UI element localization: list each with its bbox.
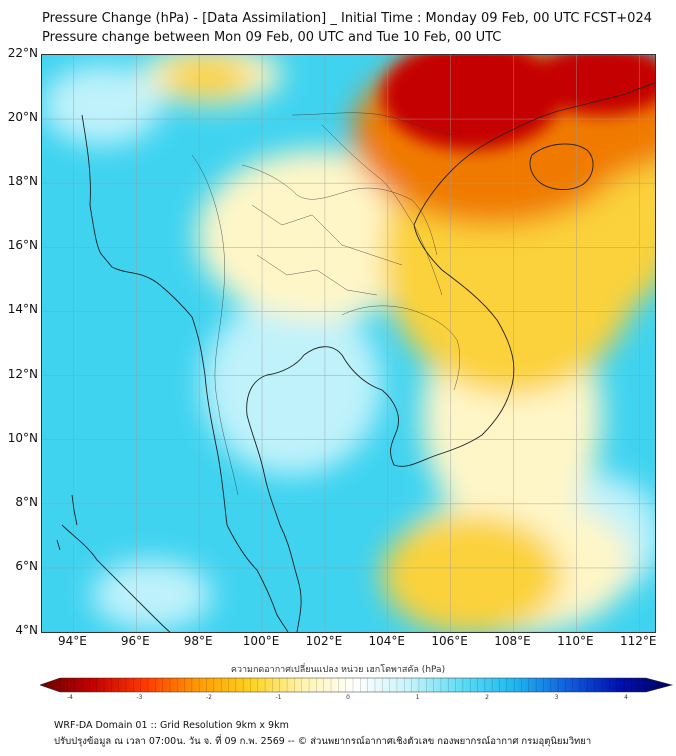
gridlines [42, 55, 655, 632]
border-thailand-myanmar [191, 154, 239, 496]
field-slight-negative-zone [382, 515, 562, 632]
colorbar-tick: 3 [554, 694, 559, 701]
colorbar-tick: 2 [485, 694, 489, 701]
lat-label: 16°N [7, 238, 38, 253]
coastline-nicobar [56, 539, 61, 551]
pressure-change-map [41, 54, 656, 633]
colorbar [39, 676, 676, 716]
lon-label: 96°E [120, 634, 150, 648]
lon-label: 110°E [557, 634, 594, 648]
lat-label: 22°N [7, 46, 38, 60]
coastlines [56, 82, 655, 632]
field-deep-negative-zone [532, 55, 655, 115]
colorbar-title: ความกดอากาศเปลี่ยนแปลง หน่วย เฮกโตพาสคัล… [230, 665, 446, 675]
colorbar-tick: 4 [624, 694, 628, 701]
coastline-vietnam-north [413, 82, 655, 226]
coastline-hainan [529, 143, 594, 191]
border-thailand-laos [241, 164, 438, 256]
lon-label: 98°E [183, 634, 213, 648]
map-subtitle: Pressure change between Mon 09 Feb, 00 U… [42, 30, 502, 45]
lat-label: 8°N [15, 494, 38, 509]
coastline-andaman [71, 494, 78, 526]
colorbar-tick: -3 [136, 694, 143, 701]
map-canvas [42, 55, 655, 632]
lon-label: 104°E [368, 634, 406, 648]
map-title: Pressure Change (hPa) - [Data Assimilati… [42, 11, 652, 26]
colorbar-tick: -2 [206, 694, 212, 701]
border-internal [251, 204, 403, 266]
lat-label: 6°N [15, 558, 38, 573]
admin-borders [191, 112, 461, 496]
field-pale-zone [92, 560, 212, 630]
colorbar-bar [39, 677, 674, 693]
border-china [291, 112, 453, 136]
lon-label: 106°E [431, 634, 468, 648]
field-slight-negative-zone [162, 55, 252, 99]
coastline-malay-east [246, 354, 305, 632]
colorbar-tick: 0 [346, 694, 350, 701]
lon-label: 100°E [242, 634, 280, 648]
lon-label: 94°E [57, 634, 87, 648]
colorbar-svg [39, 677, 674, 693]
lat-label: 20°N [7, 110, 38, 125]
colorbar-minor-ticks [59, 678, 647, 692]
field-pale-zone [42, 65, 162, 145]
field-near-zero-zone [197, 150, 437, 320]
colorbar-tick: 1 [415, 694, 420, 701]
footer-update-info: ปรับปรุงข้อมูล ณ เวลา 07:00น. วัน จ. ที่… [54, 736, 592, 747]
colorbar-tick: -1 [275, 694, 282, 701]
coastline-cambodia-vietnam [413, 224, 515, 456]
lat-label: 14°N [7, 302, 38, 317]
field-shading [42, 55, 655, 632]
border-laos-vietnam [321, 124, 443, 296]
coastline-myanmar [81, 114, 228, 526]
coastline-malay-west [226, 524, 289, 632]
lat-label: 12°N [7, 366, 38, 381]
border-internal-2 [256, 254, 378, 296]
lon-label: 108°E [494, 634, 531, 648]
field-pale-zone [202, 295, 382, 475]
lat-label: 18°N [7, 174, 38, 189]
field-core [382, 55, 655, 150]
coastline-gulf-thailand [303, 346, 438, 467]
coastline-sumatra [61, 524, 171, 632]
lat-label: 10°N [7, 430, 38, 445]
footer-model-info: WRF-DA Domain 01 :: Grid Resolution 9km … [54, 720, 289, 731]
colorbar-tick: -4 [67, 694, 73, 701]
field-deep-negative-zone [382, 55, 562, 150]
lat-label: 4°N [15, 623, 38, 637]
lon-label: 112°E [620, 634, 657, 648]
lon-label: 102°E [305, 634, 343, 648]
